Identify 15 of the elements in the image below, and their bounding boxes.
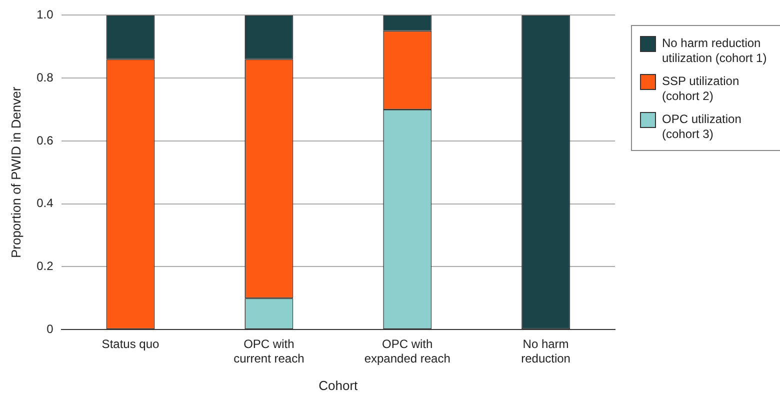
y-tick-label: 0.4 [36,196,54,210]
legend-label: OPC utilization (cohort 3) [662,112,742,142]
y-tick-label: 1.0 [36,8,54,22]
y-tick-label: 0 [46,322,54,336]
x-tick-label: No harm reduction [521,337,570,366]
y-tick-label: 0.8 [36,70,54,84]
x-tick-label: OPC with current reach [234,337,304,366]
x-axis-title: Cohort [318,378,358,393]
legend-label: No harm reduction utilization (cohort 1) [662,36,768,66]
y-tick-label: 0.6 [36,133,54,148]
x-tick-label: Status quo [102,337,160,352]
legend-label: SSP utilization (cohort 2) [662,74,740,104]
y-axis-title: Proportion of PWID in Denver [8,86,24,258]
y-tick-label: 0.2 [36,259,54,274]
x-tick-label: OPC with expanded reach [364,337,450,366]
